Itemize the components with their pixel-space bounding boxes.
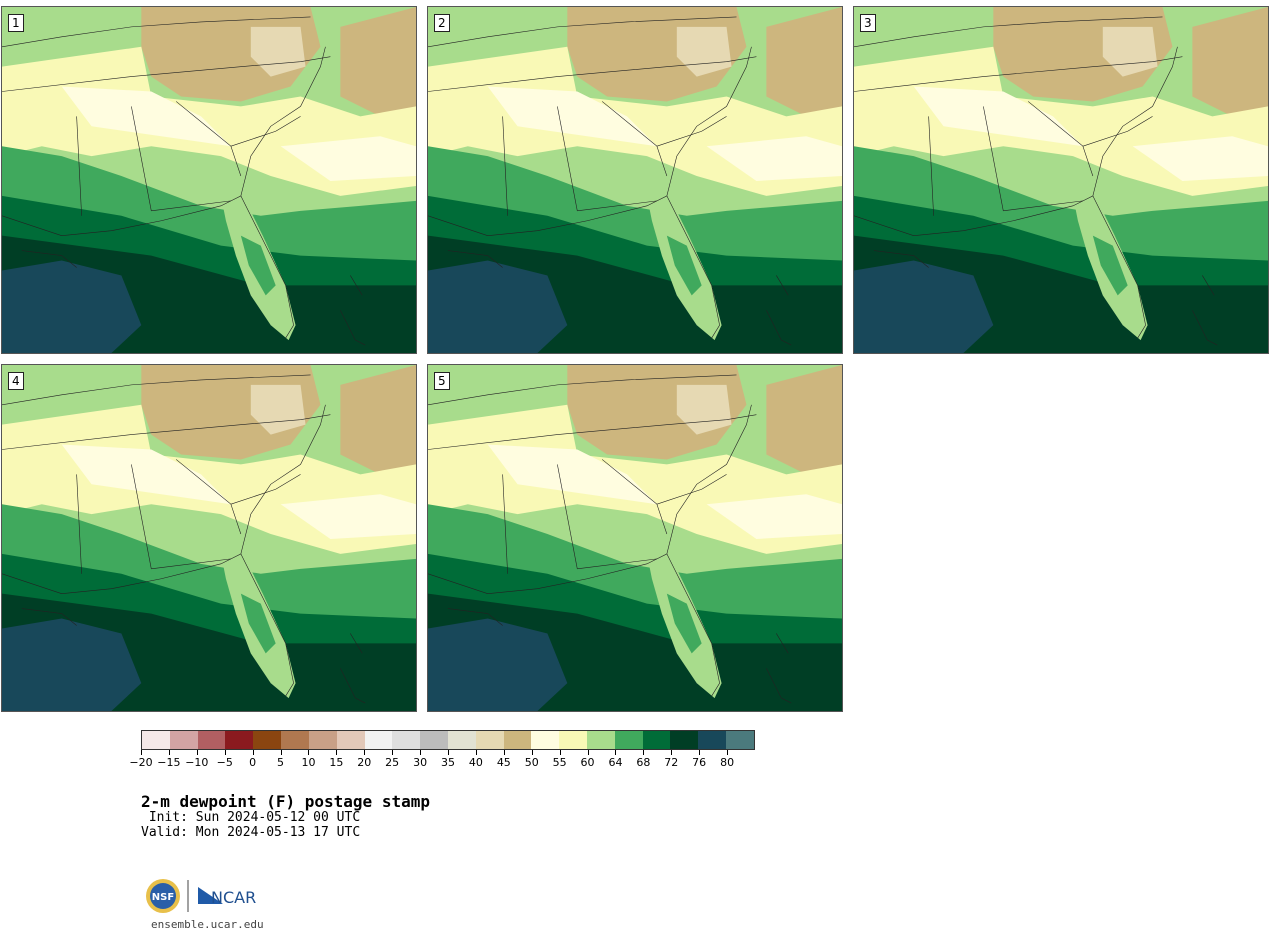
colorbar-tick-label: 35 <box>441 756 455 769</box>
colorbar-tick <box>364 750 366 755</box>
colorbar-tick-label: 45 <box>496 756 511 769</box>
colorbar-tick-label: 40 <box>468 756 483 769</box>
colorbar-segment <box>614 731 643 749</box>
panel-number: 3 <box>860 14 876 32</box>
init-time: Init: Sun 2024-05-12 00 UTC <box>141 810 361 825</box>
colorbar-tick <box>727 750 729 755</box>
map-panel-3: 3 <box>853 6 1269 354</box>
panel-number: 5 <box>434 372 450 390</box>
colorbar-tick <box>336 750 338 755</box>
colorbar-tick-label: 80 <box>720 756 735 769</box>
colorbar-segment <box>503 731 532 749</box>
colorbar-segment <box>308 731 337 749</box>
colorbar-tick-label: 72 <box>664 756 679 769</box>
colorbar-segment <box>281 731 309 749</box>
colorbar-tick <box>420 750 422 755</box>
dewpoint-map <box>428 365 842 711</box>
colorbar-segment <box>225 731 254 749</box>
ncar-label: NCAR <box>211 888 256 907</box>
colorbar-tick <box>280 750 282 755</box>
nsf-ncar-logo: NSF NCAR <box>146 879 256 913</box>
colorbar-tick <box>475 750 477 755</box>
map-panel-2: 2 <box>427 6 843 354</box>
colorbar-tick-label: 60 <box>580 756 595 769</box>
valid-time: Valid: Mon 2024-05-13 17 UTC <box>141 825 361 840</box>
colorbar-tick-label: 15 <box>329 756 344 769</box>
site-url: ensemble.ucar.edu <box>151 918 264 931</box>
colorbar-segment <box>698 731 727 749</box>
colorbar-segment <box>197 731 226 749</box>
colorbar-tick <box>448 750 449 755</box>
colorbar-tick-label: −5 <box>216 756 233 769</box>
colorbar-segment <box>531 731 560 749</box>
colorbar-tick-label: 0 <box>249 756 257 769</box>
dewpoint-map <box>854 7 1268 353</box>
colorbar-segment <box>142 731 170 749</box>
colorbar-tick <box>252 750 254 755</box>
colorbar-tick-label: 50 <box>524 756 539 769</box>
colorbar-segment <box>642 731 671 749</box>
colorbar-tick-label: 5 <box>277 756 285 769</box>
colorbar-tick-label: −10 <box>185 756 209 769</box>
map-panel-1: 1 <box>1 6 417 354</box>
colorbar-tick <box>392 750 394 755</box>
colorbar-tick <box>224 750 226 755</box>
colorbar <box>141 730 755 750</box>
colorbar-ticks: −20 −15 −10 −5 0 5 10 15 20 25 30 35 40 45 50 55 60 64 68 7… <box>129 750 755 774</box>
ncar-logo-icon <box>198 887 223 904</box>
colorbar-tick-label: 55 <box>552 756 567 769</box>
colorbar-tick-label: −15 <box>157 756 181 769</box>
colorbar-tick-label: 20 <box>357 756 372 769</box>
colorbar-segment <box>253 731 282 749</box>
colorbar-segment <box>364 731 393 749</box>
panel-number: 2 <box>434 14 450 32</box>
colorbar-tick-label: 68 <box>636 756 651 769</box>
panel-number: 4 <box>8 372 24 390</box>
colorbar-segment <box>336 731 365 749</box>
colorbar-tick-label: 64 <box>608 756 623 769</box>
colorbar-tick <box>587 750 589 755</box>
colorbar-segment <box>447 731 476 749</box>
colorbar-segment <box>670 731 699 749</box>
colorbar-tick <box>141 750 142 755</box>
colorbar-segment <box>726 731 754 749</box>
colorbar-tick-label: 10 <box>301 756 316 769</box>
colorbar-tick-label: −20 <box>129 756 153 769</box>
plot-title: 2-m dewpoint (F) postage stamp <box>141 792 430 811</box>
colorbar-tick <box>196 750 198 755</box>
colorbar-segment <box>587 731 615 749</box>
panel-number: 1 <box>8 14 24 32</box>
colorbar-tick <box>671 750 673 755</box>
colorbar-tick-label: 76 <box>692 756 707 769</box>
colorbar-tick <box>615 750 617 755</box>
colorbar-tick <box>559 750 561 755</box>
nsf-label: NSF <box>152 892 174 903</box>
map-panel-4: 4 <box>1 364 417 712</box>
colorbar-segment <box>169 731 198 749</box>
colorbar-tick <box>643 750 645 755</box>
colorbar-tick-label: 30 <box>413 756 428 769</box>
colorbar-tick <box>308 750 310 755</box>
colorbar-segment <box>559 731 587 749</box>
colorbar-segment <box>420 731 448 749</box>
dewpoint-map <box>428 7 842 353</box>
colorbar-tick <box>168 750 170 755</box>
colorbar-segment <box>475 731 504 749</box>
colorbar-segment <box>392 731 421 749</box>
dewpoint-map <box>2 7 416 353</box>
colorbar-tick <box>503 750 505 755</box>
dewpoint-map <box>2 365 416 711</box>
colorbar-tick <box>531 750 533 755</box>
colorbar-tick-label: 25 <box>385 756 400 769</box>
map-panel-5: 5 <box>427 364 843 712</box>
colorbar-tick <box>699 750 701 755</box>
